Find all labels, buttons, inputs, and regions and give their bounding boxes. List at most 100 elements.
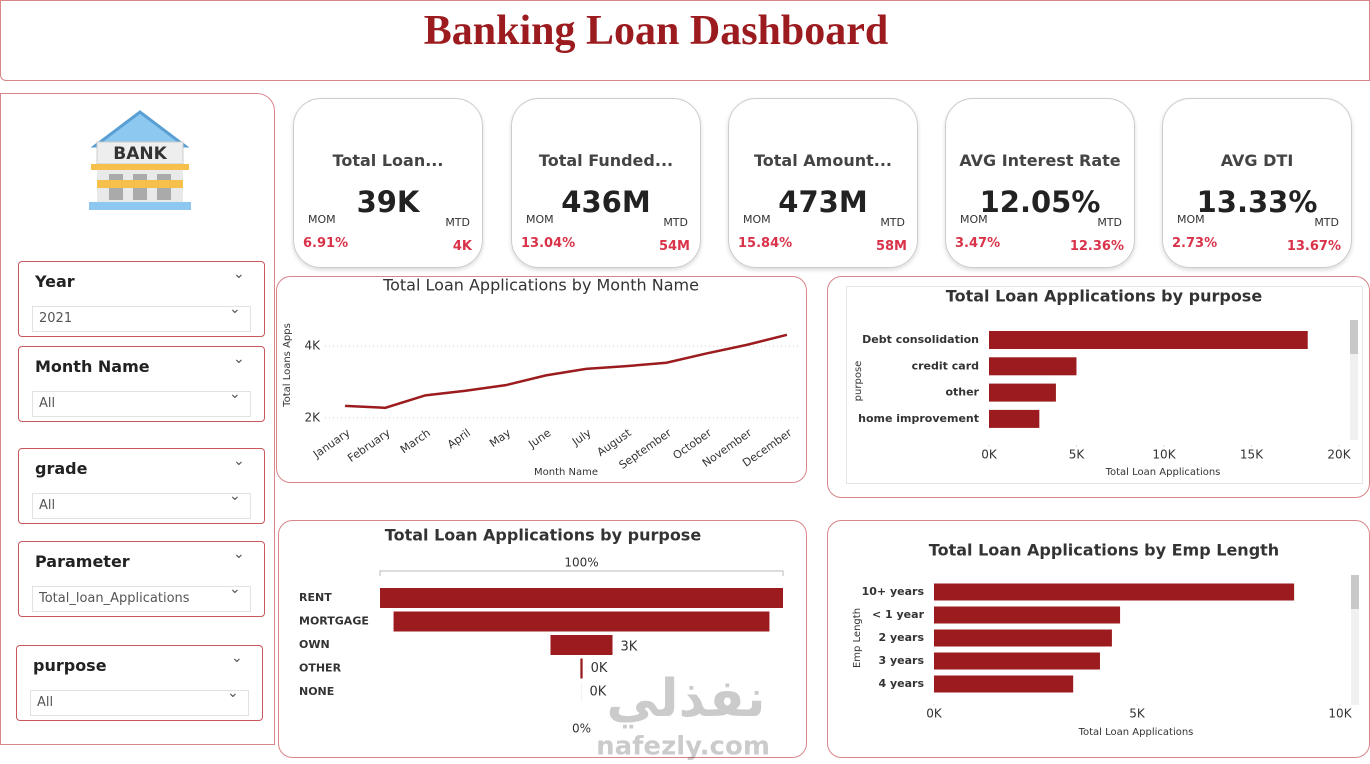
kpi-card: AVG Interest Rate 12.05% MOM 3.47% MTD 12.36% xyxy=(945,98,1135,268)
dropdown[interactable]: 2021 ⌄ xyxy=(32,301,251,332)
chart-title: Total Loan Applications by Emp Length xyxy=(929,541,1279,560)
mtd-value: 13.67% xyxy=(1286,239,1341,254)
funnel-bar xyxy=(393,611,770,632)
kpi-value: 13.33% xyxy=(1196,185,1318,219)
dropdown-value: All xyxy=(37,695,54,710)
x-tick-label: 15K xyxy=(1240,448,1264,462)
mom-label: MOM xyxy=(743,213,771,226)
x-tick-label: 0K xyxy=(926,707,943,721)
dropdown[interactable]: All ⌄ xyxy=(32,386,251,417)
kpi-title: Total Loan... xyxy=(332,151,444,170)
x-tick-label: December xyxy=(740,426,795,470)
mtd-value: 54M xyxy=(658,239,690,254)
kpi-title: Total Amount... xyxy=(754,151,892,170)
x-tick-label: 20K xyxy=(1327,448,1351,462)
dropdown-value: 2021 xyxy=(39,311,73,326)
dropdown[interactable]: Total_loan_Applications ⌄ xyxy=(32,581,251,612)
mom-label: MOM xyxy=(308,213,336,226)
dropdown[interactable]: All ⌄ xyxy=(30,685,249,716)
slicer-label: grade xyxy=(35,459,88,478)
x-axis-title: Total Loan Applications xyxy=(1078,727,1194,738)
dashboard-title: Banking Loan Dashboard xyxy=(423,8,889,54)
line xyxy=(345,333,788,410)
slicer[interactable]: Parameter ⌄ Total_loan_Applications ⌄ xyxy=(18,541,265,617)
category-label: OWN xyxy=(299,638,330,651)
mom-value: 3.47% xyxy=(955,236,1001,251)
chart-title: Total Loan Applications by Month Name xyxy=(382,276,699,295)
category-label: Debt consolidation xyxy=(862,333,979,346)
y-tick-label: 4K xyxy=(304,339,321,353)
chart-panel xyxy=(276,276,807,483)
chevron: ⌄ xyxy=(233,453,245,469)
chevron: ⌄ xyxy=(233,266,245,282)
mom-label: MOM xyxy=(526,213,554,226)
x-tick-label: September xyxy=(617,426,675,472)
mtd-value: 4K xyxy=(452,239,472,254)
x-tick-label: August xyxy=(595,426,635,459)
mtd-label: MTD xyxy=(1097,216,1122,229)
slicer[interactable]: Month Name ⌄ All ⌄ xyxy=(18,346,265,422)
x-tick-label: March xyxy=(398,426,433,456)
category-label: credit card xyxy=(912,359,979,372)
kpi-title: AVG DTI xyxy=(1220,151,1294,170)
slicer[interactable]: grade ⌄ All ⌄ xyxy=(18,448,265,524)
dropdown[interactable]: All ⌄ xyxy=(32,488,251,519)
category-label: 3 years xyxy=(878,654,924,667)
x-tick-label: February xyxy=(345,426,393,465)
funnel-bar xyxy=(580,658,583,679)
category-label: RENT xyxy=(299,591,332,604)
mtd-value: 12.36% xyxy=(1069,239,1124,254)
category-label: 10+ years xyxy=(862,585,925,598)
x-tick-label: April xyxy=(445,426,473,451)
chevron: ⌄ xyxy=(229,581,241,597)
category-label: NONE xyxy=(299,685,334,698)
x-tick-label: October xyxy=(671,426,715,462)
scrollbar-thumb xyxy=(1350,320,1358,354)
mom-label: MOM xyxy=(960,213,988,226)
x-axis-title: Month Name xyxy=(534,467,598,478)
y-axis-title: Total Loans Apps xyxy=(282,323,293,408)
slicer[interactable]: purpose ⌄ All ⌄ xyxy=(16,645,263,721)
slicer[interactable]: Year ⌄ 2021 ⌄ xyxy=(18,261,265,337)
category-label: 2 years xyxy=(878,631,924,644)
dropdown-value: All xyxy=(39,498,56,513)
category-label: OTHER xyxy=(299,662,342,675)
icon-label: BANK xyxy=(113,144,167,164)
bar xyxy=(934,606,1121,624)
kpi-title: AVG Interest Rate xyxy=(959,151,1121,170)
bar xyxy=(989,357,1077,376)
bar xyxy=(989,383,1056,402)
mtd-value: 58M xyxy=(875,239,907,254)
bar xyxy=(934,652,1100,670)
chart-title: Total Loan Applications by purpose xyxy=(385,526,702,545)
category-label: < 1 year xyxy=(872,608,925,621)
bar xyxy=(934,629,1112,647)
value-label: 3K xyxy=(621,640,638,655)
kpi-card: Total Amount... 473M MOM 15.84% MTD 58M xyxy=(728,98,918,268)
x-tick-label: November xyxy=(700,426,755,470)
bar xyxy=(934,583,1295,601)
chevron: ⌄ xyxy=(229,301,241,317)
y-axis-title: purpose xyxy=(853,361,864,402)
funnel-bar xyxy=(380,588,783,608)
funnel-bar xyxy=(550,635,613,655)
x-axis-title: Total Loan Applications xyxy=(1105,467,1221,478)
sidebar: BANK Year ⌄ 2021 ⌄ Month Name ⌄ All ⌄ grade ⌄ All ⌄ P… xyxy=(0,93,275,745)
kpi-card: Total Loan... 39K MOM 6.91% MTD 4K xyxy=(293,98,483,268)
watermark: nafezly.com xyxy=(596,732,770,762)
x-tick-label: 10K xyxy=(1328,707,1352,721)
bottom-label: 0% xyxy=(572,722,591,736)
bar xyxy=(989,409,1040,428)
mtd-label: MTD xyxy=(663,216,688,229)
bracket xyxy=(379,570,784,576)
chart-panel xyxy=(278,520,807,758)
scrollbar xyxy=(1351,575,1359,705)
slicer-label: purpose xyxy=(33,656,107,675)
scrollbar xyxy=(1350,320,1358,440)
chart-title: Total Loan Applications by purpose xyxy=(946,287,1263,306)
chevron: ⌄ xyxy=(229,386,241,402)
chevron: ⌄ xyxy=(233,546,245,562)
mom-value: 6.91% xyxy=(303,236,349,251)
header: Banking Loan Dashboard xyxy=(0,0,1370,81)
